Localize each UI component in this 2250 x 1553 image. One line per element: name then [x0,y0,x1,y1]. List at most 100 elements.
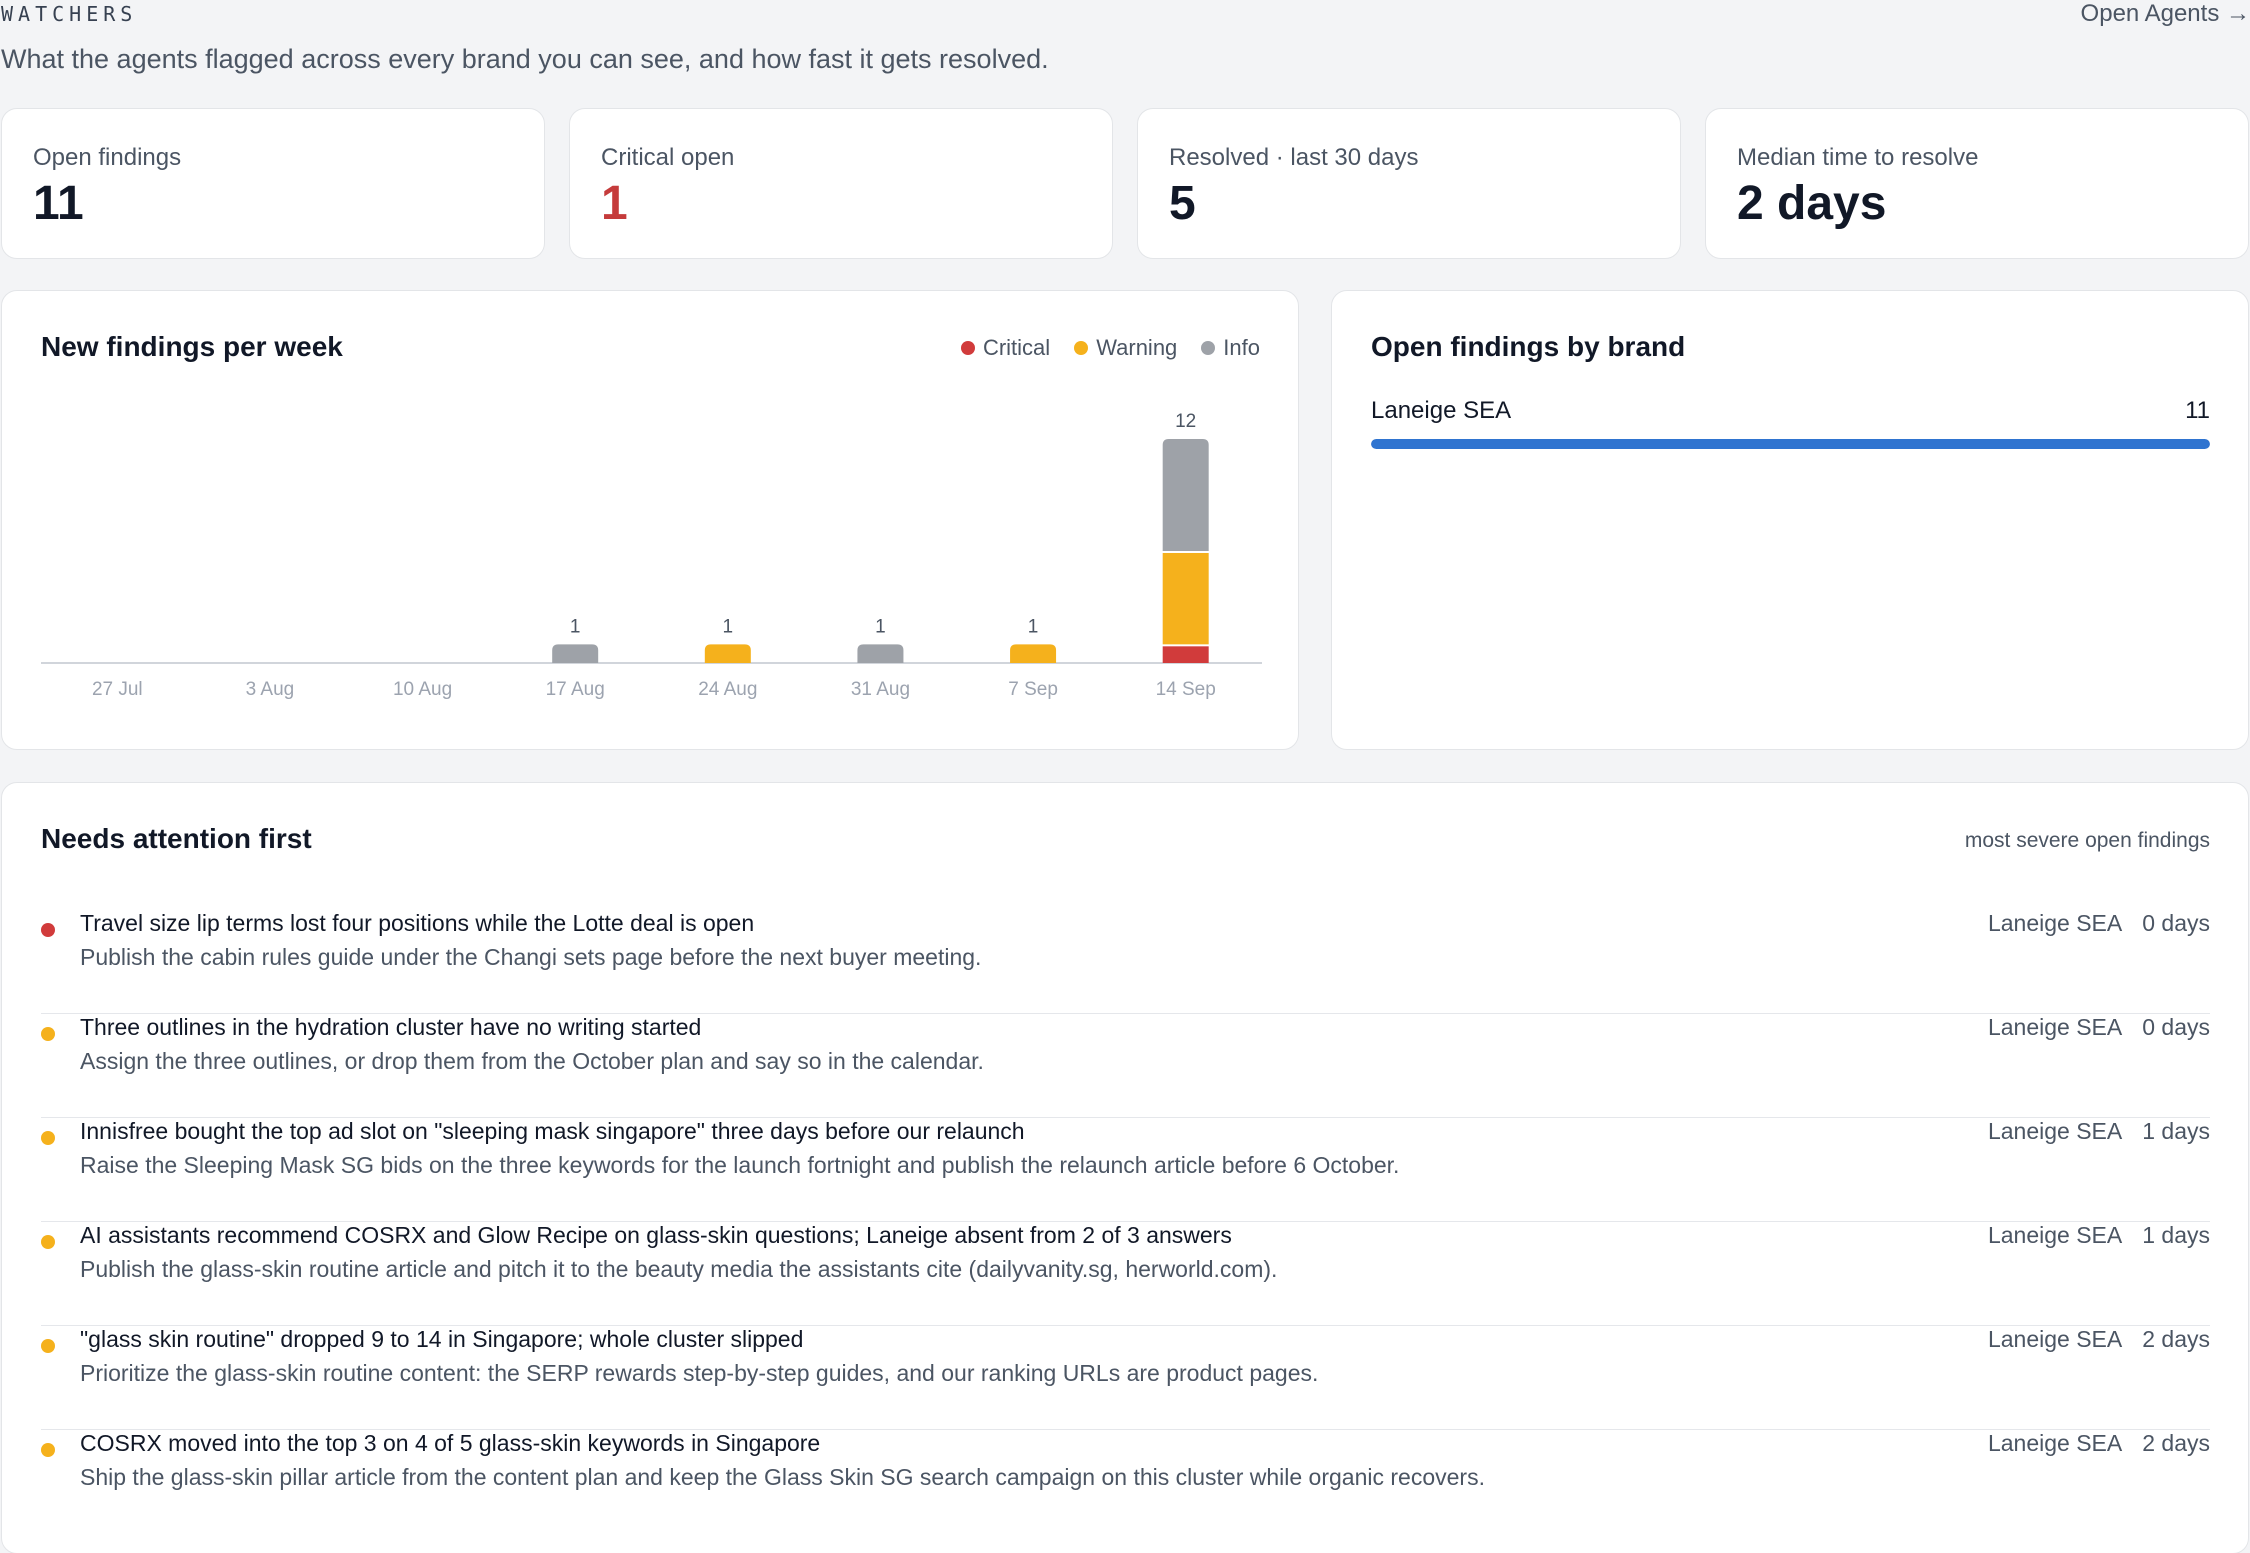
bar-segment-info[interactable] [1162,439,1209,551]
finding-age: 1 days [2142,1118,2210,1144]
bar-segment-warning[interactable] [1162,553,1209,645]
finding-brand: Laneige SEA [1987,1222,2123,1248]
finding-description: Publish the cabin rules guide under the … [80,944,982,970]
finding-brand: Laneige SEA [1987,1326,2123,1352]
bar-total-label: 1 [723,616,734,637]
severity-dot-warning [41,1339,55,1353]
bar-total-label: 1 [875,616,886,637]
finding-meta: Laneige SEA 1 days [1988,1222,2210,1249]
finding-row[interactable]: Three outlines in the hydration cluster … [41,1014,2210,1118]
finding-row[interactable]: Travel size lip terms lost four position… [41,910,2210,1014]
finding-title: Travel size lip terms lost four position… [80,910,755,936]
finding-title: AI assistants recommend COSRX and Glow R… [80,1222,1232,1248]
needs-attention-card: Needs attention first most severe open f… [1,782,2249,1553]
legend-label: Critical [982,335,1051,360]
stat-value: 5 [1169,177,1196,230]
severity-dot-warning [41,1235,55,1249]
x-tick-label: 24 Aug [698,679,757,700]
brand-row[interactable]: Laneige SEA 11 [1371,397,2210,449]
finding-brand: Laneige SEA [1987,1014,2123,1040]
finding-meta: Laneige SEA 0 days [1988,1014,2210,1041]
weekly-findings-chart: 27 Jul 3 Aug 10 Aug 1 17 Aug 1 24 Aug 1 31 Aug 1 7… [41,411,1262,700]
x-tick-label: 17 Aug [546,679,605,700]
bar-total-label: 1 [570,616,581,637]
x-tick-label: 10 Aug [393,679,452,700]
finding-description: Raise the Sleeping Mask SG bids on the t… [80,1152,1400,1178]
bar-segment-critical[interactable] [1162,646,1209,663]
finding-meta: Laneige SEA 1 days [1988,1118,2210,1145]
legend-label: Warning [1096,335,1178,360]
severity-dot-warning [41,1443,55,1457]
needs-attention-title: Needs attention first [41,823,312,854]
brand-findings-card: Open findings by brand Laneige SEA 11 [1331,290,2249,750]
finding-title: COSRX moved into the top 3 on 4 of 5 gla… [80,1430,821,1456]
legend-dot-warning [1074,341,1089,355]
finding-meta: Laneige SEA 2 days [1988,1430,2210,1457]
stat-label: Critical open [601,144,735,171]
stat-card-critical-open: Critical open 1 [569,108,1113,259]
finding-age: 0 days [2142,910,2210,936]
legend-label: Info [1223,335,1260,360]
stat-value: 11 [33,177,84,230]
finding-row[interactable]: Innisfree bought the top ad slot on "sle… [41,1118,2210,1222]
x-tick-label: 14 Sep [1156,679,1216,700]
legend-item-info: Info [1201,335,1260,361]
finding-age: 1 days [2142,1222,2210,1248]
legend-item-warning: Warning [1074,335,1177,361]
stat-card-resolved: Resolved · last 30 days 5 [1137,108,1681,259]
brand-bar-track [1371,439,2210,449]
finding-meta: Laneige SEA 0 days [1988,910,2210,937]
bar-segment-info[interactable] [857,644,904,663]
open-agents-link[interactable]: Open Agents → [2080,0,2250,27]
finding-title: Three outlines in the hydration cluster … [80,1014,702,1040]
severity-dot-warning [41,1131,55,1145]
needs-attention-caption: most severe open findings [1964,829,2210,852]
finding-row[interactable]: "glass skin routine" dropped 9 to 14 in … [41,1326,2210,1430]
brand-card-title: Open findings by brand [1371,331,1686,362]
bar-segment-warning[interactable] [1010,644,1057,663]
finding-age: 2 days [2142,1326,2210,1352]
chart-legend: Critical Warning Info [960,335,1260,361]
finding-title: "glass skin routine" dropped 9 to 14 in … [80,1326,804,1352]
page-subtitle: What the agents flagged across every bra… [1,44,1049,74]
x-tick-label: 7 Sep [1008,679,1058,700]
finding-meta: Laneige SEA 2 days [1988,1326,2210,1353]
bar-total-label: 1 [1028,616,1039,637]
stat-label: Median time to resolve [1737,144,1979,171]
finding-brand: Laneige SEA [1987,1430,2123,1456]
finding-age: 2 days [2142,1430,2210,1456]
x-tick-label: 27 Jul [92,679,143,700]
weekly-findings-card: New findings per week Critical Warning I… [1,290,1299,750]
stat-card-open-findings: Open findings 11 [1,108,545,259]
finding-age: 0 days [2142,1014,2210,1040]
stat-value: 1 [601,177,628,230]
x-tick-label: 31 Aug [851,679,910,700]
severity-dot-critical [41,923,55,937]
brand-bar-fill [1371,439,2210,449]
stat-label: Open findings [33,144,182,171]
bar-total-label: 12 [1175,411,1196,432]
finding-description: Publish the glass-skin routine article a… [80,1256,1278,1282]
bar-segment-warning[interactable] [704,644,751,663]
finding-title: Innisfree bought the top ad slot on "sle… [80,1118,1025,1144]
finding-description: Ship the glass-skin pillar article from … [80,1464,1485,1490]
stat-label: Resolved · last 30 days [1169,144,1419,171]
bar-segment-info[interactable] [552,644,599,663]
finding-row[interactable]: COSRX moved into the top 3 on 4 of 5 gla… [41,1430,2210,1534]
finding-description: Prioritize the glass-skin routine conten… [80,1360,1319,1386]
legend-dot-info [1201,341,1216,355]
stat-value: 2 days [1737,177,1887,230]
finding-brand: Laneige SEA [1987,910,2123,936]
brand-count: 11 [2185,397,2210,424]
finding-row[interactable]: AI assistants recommend COSRX and Glow R… [41,1222,2210,1326]
page-eyebrow: WATCHERS [1,2,138,26]
legend-dot-critical [960,341,975,355]
finding-brand: Laneige SEA [1987,1118,2123,1144]
stat-card-median-time: Median time to resolve 2 days [1705,108,2249,259]
x-tick-label: 3 Aug [246,679,295,700]
chart-title: New findings per week [41,331,343,362]
legend-item-critical: Critical [960,335,1051,361]
severity-dot-warning [41,1027,55,1041]
brand-name: Laneige SEA [1371,397,1512,424]
